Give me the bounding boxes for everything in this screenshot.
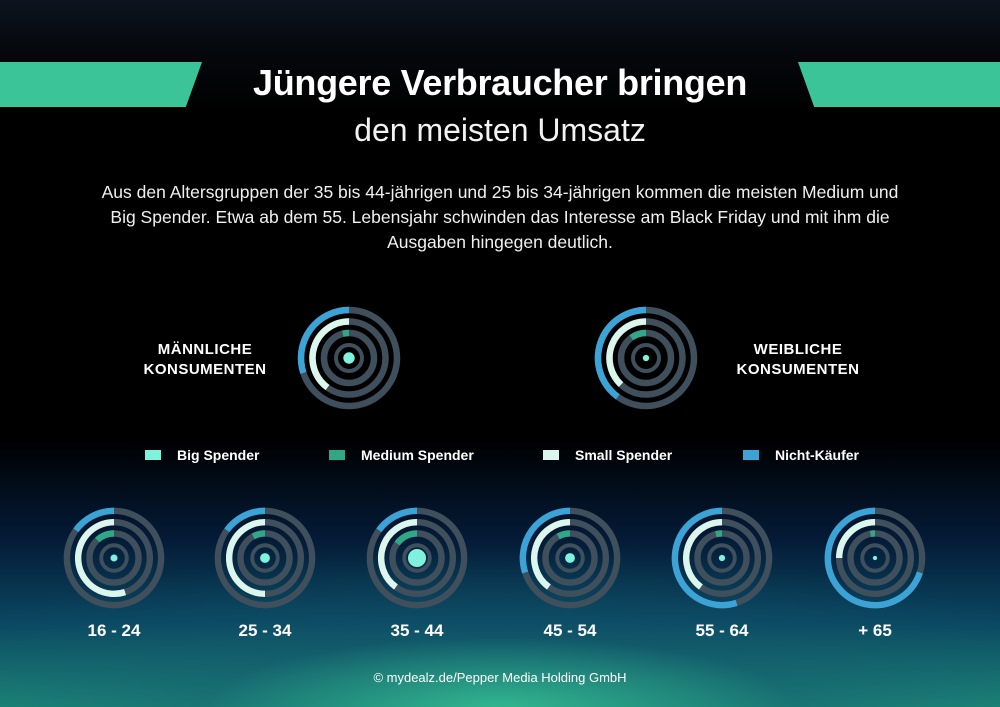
inner-ring-track <box>99 543 129 573</box>
ring-arc-nicht-kaeufer <box>224 507 266 533</box>
donut-chart-16-24 <box>63 507 165 609</box>
big-spender-dot <box>407 548 427 568</box>
inner-ring-track <box>555 543 585 573</box>
legend-label-medium-spender: Medium Spender <box>361 447 474 463</box>
donut-chart-45-54 <box>519 507 621 609</box>
ring-arc-small-spender <box>74 518 127 598</box>
ring-arc-nicht-kaeufer <box>594 306 647 400</box>
legend-swatch-small-spender <box>543 450 559 460</box>
legend-swatch-big-spender <box>145 450 161 460</box>
female-label-line-1: WEIBLICHE <box>753 341 843 358</box>
ring-arc-small-spender <box>835 518 876 559</box>
age-label-25-34: 25 - 34 <box>238 621 292 640</box>
right-accent-banner <box>798 62 1000 107</box>
female-label-line-2: KONSUMENTEN <box>736 361 860 378</box>
ring-arc-nicht-kaeufer <box>376 507 418 533</box>
ring-arc-medium-spender <box>394 530 418 546</box>
male-label-line-1: MÄNNLICHE <box>157 341 253 358</box>
big-spender-dot <box>343 352 355 364</box>
inner-ring-track <box>334 343 364 373</box>
inner-ring-track <box>707 543 737 573</box>
copyright-footer: © mydealz.de/Pepper Media Holding GmbH <box>373 670 627 685</box>
big-spender-dot <box>260 553 270 563</box>
legend-swatch-medium-spender <box>329 450 345 460</box>
ring-arc-small-spender <box>606 318 647 387</box>
legend-nicht-kaeufer: Nicht-Käufer <box>743 447 859 463</box>
page-subtitle: den meisten Umsatz <box>354 112 646 148</box>
ring-arc-small-spender <box>377 518 418 590</box>
ring-arc-nicht-kaeufer <box>73 507 115 533</box>
age-label-16-24: 16 - 24 <box>87 621 141 640</box>
age-label-45-54: 45 - 54 <box>543 621 597 640</box>
age-label-65-plus: + 65 <box>858 621 892 640</box>
age-label-55-64: 55 - 64 <box>695 621 749 640</box>
donut-chart-male <box>297 306 401 410</box>
age-label-35-44: 35 - 44 <box>390 621 444 640</box>
legend-medium-spender: Medium Spender <box>329 447 474 463</box>
donut-chart-35-44 <box>366 507 468 609</box>
ring-arc-small-spender <box>226 518 266 598</box>
ring-arc-medium-spender <box>629 329 647 341</box>
donut-chart-female <box>594 306 698 410</box>
inner-ring-track <box>402 543 432 573</box>
intro-paragraph: Aus den Altersgruppen der 35 bis 44-jähr… <box>101 182 899 252</box>
page-title: Jüngere Verbraucher bringen <box>252 62 748 103</box>
ring-arc-medium-spender <box>95 530 115 543</box>
big-spender-dot <box>718 554 726 562</box>
donut-chart-55-64 <box>671 507 773 609</box>
left-accent-banner <box>0 62 202 107</box>
ring-arc-small-spender <box>309 318 350 391</box>
inner-ring-track <box>250 543 280 573</box>
ring-arc-medium-spender <box>556 530 571 540</box>
big-spender-dot <box>565 553 575 563</box>
legend-small-spender: Small Spender <box>543 447 672 463</box>
inner-ring-track <box>631 343 661 373</box>
ring-arc-nicht-kaeufer <box>519 507 571 574</box>
ring-arc-nicht-kaeufer <box>671 507 738 609</box>
inner-ring-track <box>860 543 890 573</box>
ring-arc-small-spender <box>530 518 571 590</box>
ring-arc-medium-spender <box>715 530 723 538</box>
legend-label-nicht-kaeufer: Nicht-Käufer <box>775 447 860 463</box>
big-spender-dot <box>872 555 878 561</box>
ring-track-medium-spender <box>86 530 142 586</box>
male-consumers-label: MÄNNLICHE KONSUMENTEN <box>120 340 290 380</box>
ring-arc-medium-spender <box>251 530 266 540</box>
donut-chart-65-plus <box>824 507 926 609</box>
legend-big-spender: Big Spender <box>145 447 259 463</box>
ring-track-medium-spender <box>694 530 750 586</box>
donut-chart-25-34 <box>214 507 316 609</box>
male-label-line-2: KONSUMENTEN <box>143 361 267 378</box>
ring-arc-nicht-kaeufer <box>297 306 350 374</box>
female-consumers-label: WEIBLICHE KONSUMENTEN <box>713 340 883 380</box>
legend-swatch-nicht-kaeufer <box>743 450 759 460</box>
big-spender-dot <box>110 554 118 562</box>
ring-arc-nicht-kaeufer <box>824 507 923 609</box>
big-spender-dot <box>642 354 650 362</box>
legend-label-big-spender: Big Spender <box>177 447 260 463</box>
ring-arc-small-spender <box>682 518 723 590</box>
legend-label-small-spender: Small Spender <box>575 447 673 463</box>
ring-arc-medium-spender <box>341 329 350 337</box>
